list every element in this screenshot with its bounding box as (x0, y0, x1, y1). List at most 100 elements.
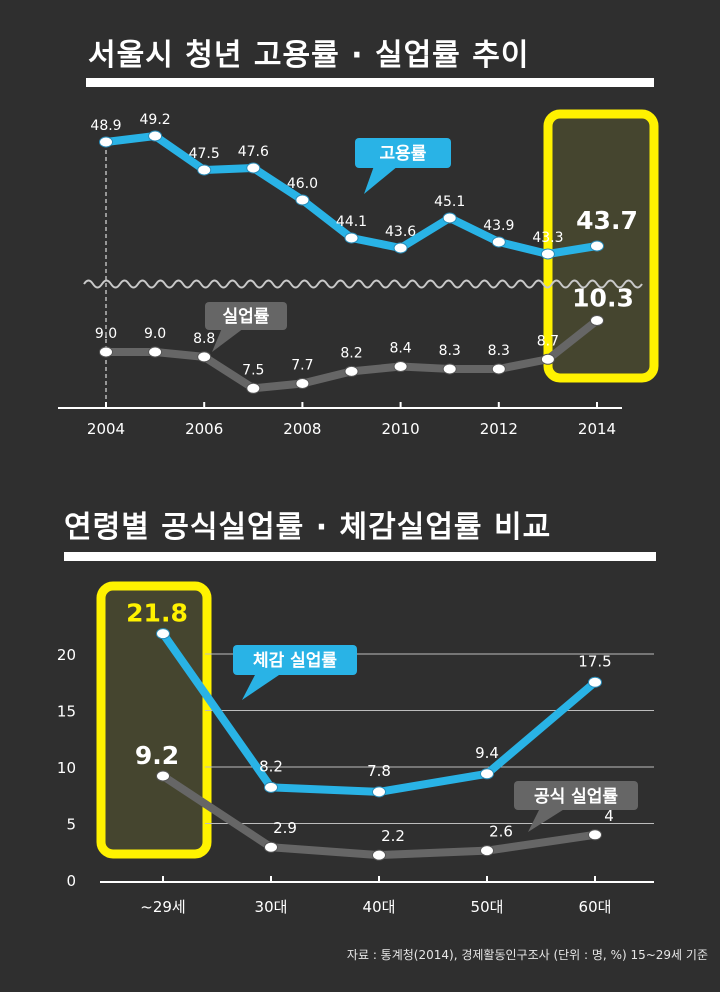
x-tick-label: 2012 (480, 420, 518, 438)
chart2-title: 연령별 공식실업률 · 체감실업률 비교 (64, 510, 552, 545)
employment-label: 47.6 (238, 144, 269, 160)
x-tick-label: 2004 (87, 420, 125, 438)
unemployment-label: 8.3 (488, 343, 510, 359)
chart1-title: 서울시 청년 고용률 · 실업률 추이 (88, 38, 530, 73)
y-tick-label: 15 (57, 703, 76, 721)
official-label: 2.2 (381, 827, 405, 845)
employment-label: 46.0 (287, 176, 318, 192)
perceived-label-under-29: 21.8 (126, 599, 188, 628)
employment-point (148, 130, 163, 142)
x-category-label: 50대 (471, 898, 504, 916)
employment-label: 49.2 (140, 112, 171, 128)
perceived-label: 7.8 (367, 762, 391, 780)
perceived-point (372, 786, 386, 798)
unemployment-label-2014: 10.3 (572, 284, 634, 313)
bubble-box (233, 645, 357, 675)
bubble-tail (528, 808, 566, 832)
perceived-label: 17.5 (578, 652, 611, 670)
employment-label: 47.5 (189, 146, 220, 162)
x-tick-label: 2010 (382, 420, 420, 438)
official-legend-text: 공식 실업률 (534, 787, 618, 807)
perceived-point (264, 781, 278, 793)
employment-point (442, 212, 457, 224)
official-point (264, 841, 278, 853)
chart2-title-rule (64, 552, 656, 561)
employment-point (540, 248, 555, 260)
x-category-label: 60대 (579, 898, 612, 916)
unemployment-label: 8.2 (340, 345, 362, 361)
unemployment-point (148, 346, 163, 358)
employment-point (295, 194, 310, 206)
unemployment-label: 8.7 (537, 333, 559, 349)
bubble-tail (242, 673, 282, 700)
employment-point (197, 164, 212, 176)
official-point (480, 845, 494, 857)
x-category-label: ~29세 (140, 898, 185, 916)
unemployment-point (393, 361, 408, 373)
employment-label: 43.3 (532, 230, 563, 246)
perceived-point (480, 768, 494, 780)
axis-break-wave (83, 279, 643, 289)
employment-label: 44.1 (336, 214, 367, 230)
unemployment-label: 9.0 (95, 326, 117, 342)
perceived-point (156, 628, 170, 640)
employment-label: 45.1 (434, 194, 465, 210)
y-tick-label: 20 (57, 646, 76, 664)
unemployment-legend-bubble: 실업률 (205, 302, 287, 352)
employment-point (246, 162, 261, 174)
unemployment-point (590, 315, 604, 327)
official-point (156, 770, 170, 782)
employment-label: 48.9 (90, 118, 121, 134)
unemployment-point (99, 346, 113, 358)
employment-point (393, 242, 408, 254)
perceived-point (588, 676, 602, 688)
unemployment-point (246, 382, 261, 394)
official-label: 4 (604, 807, 614, 825)
unemployment-point (540, 353, 555, 365)
x-tick-label: 2008 (283, 420, 321, 438)
employment-point (491, 236, 506, 248)
bubble-tail (212, 328, 244, 352)
employment-label: 43.6 (385, 224, 416, 240)
perceived-legend-bubble: 체감 실업률 (233, 645, 357, 700)
unemployment-legend-text: 실업률 (223, 307, 270, 327)
unemployment-point (491, 363, 506, 375)
perceived-label: 9.4 (475, 744, 499, 762)
unemployment-point (344, 365, 359, 377)
x-category-label: 30대 (255, 898, 288, 916)
y-tick-label: 5 (66, 816, 76, 834)
unemployment-point (442, 363, 457, 375)
y-tick-label: 10 (57, 759, 76, 777)
official-legend-bubble: 공식 실업률 (514, 781, 638, 832)
official-label: 2.9 (273, 819, 297, 837)
unemployment-label: 8.4 (389, 341, 411, 357)
official-label: 2.6 (489, 823, 513, 841)
employment-legend-bubble: 고용률 (355, 138, 451, 194)
bubble-tail (364, 166, 398, 194)
bubble-box (355, 138, 451, 168)
employment-point (99, 136, 113, 148)
employment-label: 43.9 (483, 218, 514, 234)
unemployment-label: 7.7 (291, 357, 313, 373)
bubble-box (514, 781, 638, 810)
chart1-title-rule (86, 78, 654, 87)
unemployment-point (197, 351, 212, 363)
bubble-box (205, 302, 287, 330)
official-label-under-29: 9.2 (135, 741, 179, 770)
perceived-legend-text: 체감 실업률 (253, 651, 337, 671)
x-tick-label: 2006 (185, 420, 223, 438)
unemployment-label: 9.0 (144, 326, 166, 342)
employment-point (590, 240, 604, 252)
official-point (372, 849, 386, 861)
x-tick-label: 2014 (578, 420, 616, 438)
unemployment-label: 8.8 (193, 331, 215, 347)
unemployment-point (295, 377, 310, 389)
unemployment-label: 8.3 (439, 343, 461, 359)
x-category-label: 40대 (363, 898, 396, 916)
official-point (588, 829, 602, 841)
chart1-employment-unemployment-trend: 2004 2006 2008 2010 2012 2014 48.9 49.2 47.5 47.6… (58, 109, 659, 438)
perceived-label: 8.2 (259, 757, 283, 775)
y-tick-label: 0 (66, 872, 76, 890)
